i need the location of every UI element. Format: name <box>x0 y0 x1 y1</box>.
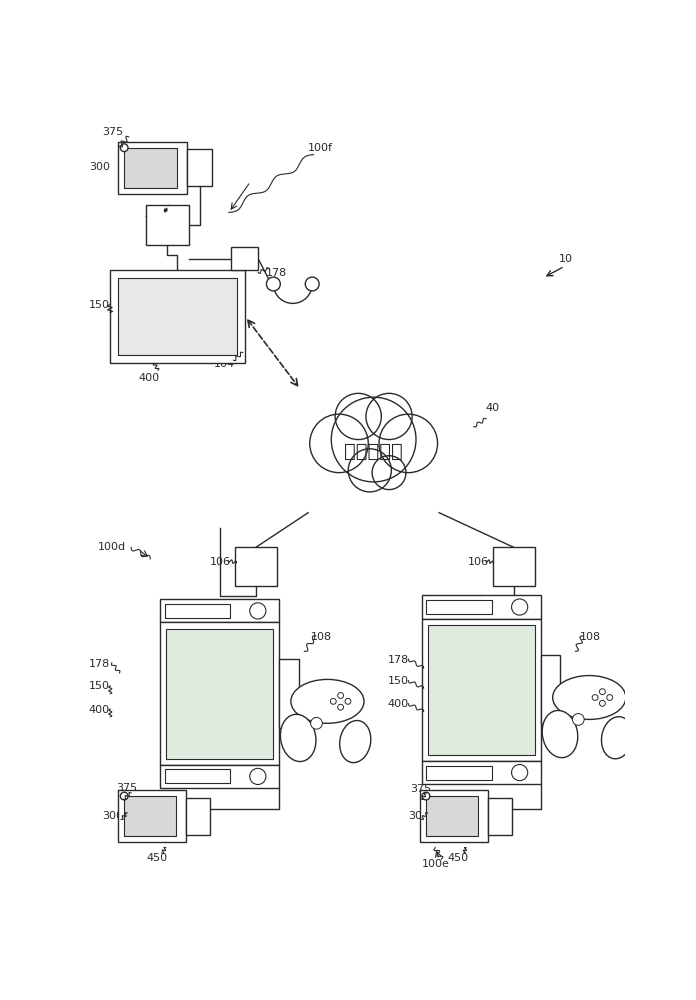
Bar <box>187 149 212 186</box>
Text: 150: 150 <box>89 681 110 691</box>
Circle shape <box>335 393 381 440</box>
Circle shape <box>338 693 344 698</box>
Bar <box>164 604 230 618</box>
Bar <box>160 622 279 765</box>
Circle shape <box>250 768 266 785</box>
Bar <box>118 278 237 355</box>
Text: 400: 400 <box>388 699 409 709</box>
Bar <box>279 659 299 728</box>
Ellipse shape <box>280 714 316 762</box>
Text: 150: 150 <box>89 300 110 310</box>
Circle shape <box>310 717 322 729</box>
Text: 375: 375 <box>102 127 124 137</box>
Bar <box>166 629 273 759</box>
Bar <box>231 247 258 270</box>
Circle shape <box>599 700 606 706</box>
Circle shape <box>572 714 584 725</box>
Ellipse shape <box>291 679 364 723</box>
Bar <box>427 766 492 780</box>
Circle shape <box>310 414 368 473</box>
Text: 300: 300 <box>102 811 124 821</box>
Text: 450: 450 <box>448 853 468 863</box>
Text: 106: 106 <box>209 557 230 567</box>
Circle shape <box>120 792 128 800</box>
Bar <box>428 625 535 755</box>
Bar <box>493 547 535 586</box>
Circle shape <box>512 764 528 781</box>
Circle shape <box>306 277 319 291</box>
Bar <box>541 655 560 724</box>
Bar <box>118 790 186 842</box>
Bar <box>235 547 278 586</box>
Bar <box>110 270 245 363</box>
Circle shape <box>331 397 416 482</box>
Text: 108: 108 <box>310 632 331 642</box>
Bar <box>422 761 541 784</box>
Text: 100f: 100f <box>308 143 333 153</box>
Circle shape <box>267 277 280 291</box>
Text: 400: 400 <box>139 373 160 383</box>
Text: 104: 104 <box>214 359 235 369</box>
Text: 450: 450 <box>144 211 166 221</box>
Bar <box>426 796 477 836</box>
Bar <box>118 142 187 194</box>
Bar <box>186 798 210 835</box>
Circle shape <box>120 144 128 152</box>
Text: 450: 450 <box>146 853 168 863</box>
Ellipse shape <box>542 710 578 758</box>
Circle shape <box>607 695 612 700</box>
Bar <box>124 148 177 188</box>
Text: 300: 300 <box>409 811 429 821</box>
Text: 300: 300 <box>89 162 110 172</box>
Circle shape <box>372 456 406 490</box>
Ellipse shape <box>601 717 633 759</box>
Text: 178: 178 <box>388 655 409 665</box>
Circle shape <box>345 698 351 704</box>
Text: 100d: 100d <box>98 542 126 552</box>
Text: 108: 108 <box>580 632 601 642</box>
Circle shape <box>331 698 336 704</box>
Text: 178: 178 <box>89 659 110 669</box>
Text: 应用执行云: 应用执行云 <box>345 442 403 461</box>
Circle shape <box>348 449 391 492</box>
Bar <box>420 790 488 842</box>
Ellipse shape <box>340 721 371 763</box>
Ellipse shape <box>553 676 626 719</box>
Text: 150: 150 <box>388 676 409 686</box>
Bar <box>160 599 279 622</box>
Bar <box>488 798 512 835</box>
Text: 40: 40 <box>485 403 500 413</box>
Bar <box>146 205 189 245</box>
Circle shape <box>338 704 344 710</box>
Text: 178: 178 <box>266 268 287 278</box>
Bar <box>164 769 230 783</box>
Bar <box>427 600 492 614</box>
Text: 375: 375 <box>411 784 432 794</box>
Circle shape <box>512 599 528 615</box>
Text: 106: 106 <box>468 557 489 567</box>
Text: 375: 375 <box>116 783 137 793</box>
Text: 10: 10 <box>558 254 572 264</box>
Circle shape <box>592 695 598 700</box>
Text: 400: 400 <box>89 705 110 715</box>
Circle shape <box>366 393 412 440</box>
Circle shape <box>599 689 606 695</box>
Bar <box>124 796 176 836</box>
Bar <box>422 619 541 761</box>
Circle shape <box>422 792 430 800</box>
Bar <box>422 595 541 619</box>
Text: 100e: 100e <box>421 859 449 869</box>
Circle shape <box>379 414 438 473</box>
Bar <box>160 765 279 788</box>
Circle shape <box>250 603 266 619</box>
